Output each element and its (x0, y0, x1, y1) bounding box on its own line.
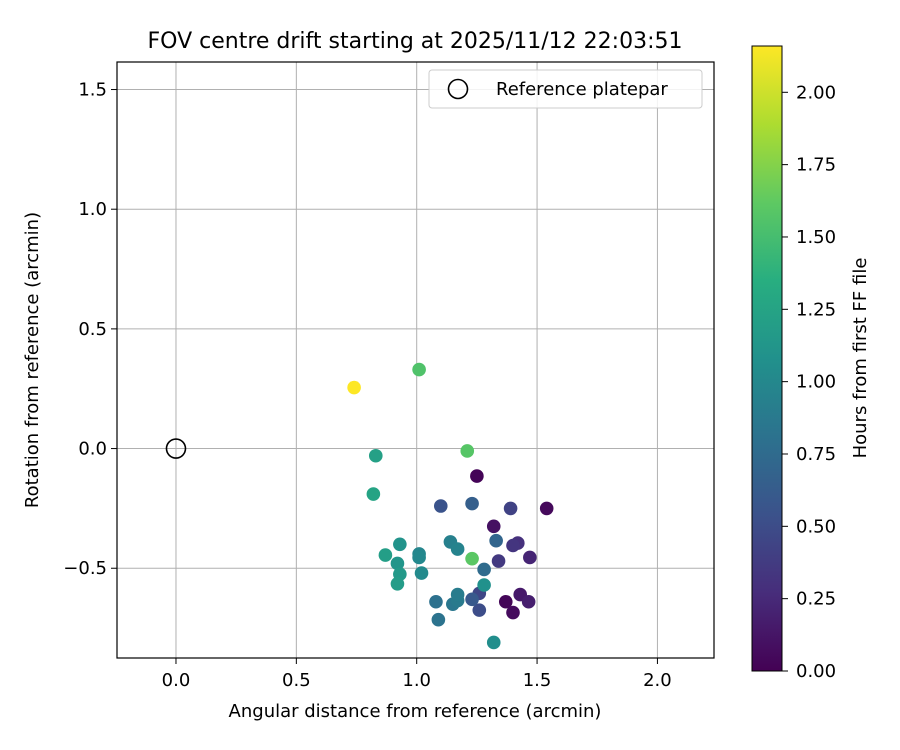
data-point (414, 566, 429, 580)
colorbar-tick-label: 1.25 (796, 299, 836, 320)
data-point (460, 444, 475, 458)
data-point (491, 554, 506, 568)
colorbar-gradient (751, 45, 783, 672)
legend: Reference platepar (428, 69, 703, 109)
y-tick-label: 1.5 (78, 80, 107, 101)
grid (117, 62, 714, 658)
legend-box (428, 69, 703, 109)
data-point (506, 538, 520, 553)
colorbar: 0.00 0.25 0.50 0.75 1.00 1.25 1.50 1.75 2.00 Hou… (751, 45, 871, 682)
data-point (486, 519, 501, 534)
x-tick-label: 1.5 (523, 670, 552, 691)
data-point (506, 605, 520, 620)
data-point (486, 635, 501, 650)
data-point (465, 551, 479, 566)
colorbar-tick-label: 0.25 (796, 589, 836, 610)
data-point (498, 594, 513, 609)
y-tick-label: −0.5 (63, 558, 107, 579)
data-point (477, 562, 491, 577)
y-axis-label: Rotation from reference (arcmin) (22, 212, 43, 508)
data-point (368, 448, 383, 463)
data-point (521, 594, 536, 609)
data-point (347, 380, 361, 395)
colorbar-tick-label: 0.75 (796, 444, 836, 465)
colorbar-tick-label: 0.50 (796, 516, 836, 537)
data-points (165, 362, 554, 650)
data-point (489, 533, 503, 548)
colorbar-tick-label: 1.00 (796, 372, 836, 393)
data-point (465, 592, 479, 607)
plot-frame (116, 61, 715, 659)
x-tick-label: 0.5 (282, 670, 311, 691)
legend-reference-marker (447, 78, 469, 100)
data-point (393, 537, 407, 552)
y-tick-label: 1.0 (78, 199, 107, 220)
data-point (472, 603, 487, 617)
data-point (390, 576, 405, 591)
data-point (450, 542, 465, 556)
y-tick-label: 0.5 (78, 319, 107, 340)
data-point (477, 578, 491, 592)
x-tick-label: 2.0 (643, 670, 672, 691)
colorbar-tick-label: 1.50 (796, 227, 836, 248)
colorbar-label: Hours from first FF file (850, 258, 871, 459)
data-point (378, 548, 393, 562)
data-point (433, 499, 448, 513)
x-axis-ticks: 0.0 0.5 1.0 1.5 2.0 (162, 658, 672, 691)
y-axis-ticks: −0.5 0.0 0.5 1.0 1.5 (63, 80, 117, 579)
y-tick-label: 0.0 (78, 439, 107, 460)
data-point (390, 556, 405, 571)
chart-title: FOV centre drift starting at 2025/11/12 … (148, 29, 683, 54)
x-tick-label: 0.0 (162, 670, 191, 691)
colorbar-tick-label: 0.00 (796, 661, 836, 682)
x-tick-label: 1.0 (402, 670, 431, 691)
reference-point-marker (165, 438, 187, 459)
colorbar-tick-label: 1.75 (796, 155, 836, 176)
data-point (412, 550, 426, 565)
data-point (366, 487, 381, 501)
data-point (412, 362, 426, 377)
data-point (429, 594, 443, 609)
data-point (470, 469, 484, 483)
data-point (539, 501, 554, 516)
data-point (465, 496, 479, 511)
colorbar-ticks: 0.00 0.25 0.50 0.75 1.00 1.25 1.50 1.75 2.00 (782, 82, 836, 682)
data-point (503, 501, 518, 516)
legend-label: Reference platepar (496, 79, 668, 100)
x-axis-label: Angular distance from reference (arcmin) (229, 701, 602, 722)
colorbar-tick-label: 2.00 (796, 82, 836, 103)
data-point (450, 587, 465, 602)
data-point (431, 612, 446, 627)
data-point (523, 550, 537, 565)
